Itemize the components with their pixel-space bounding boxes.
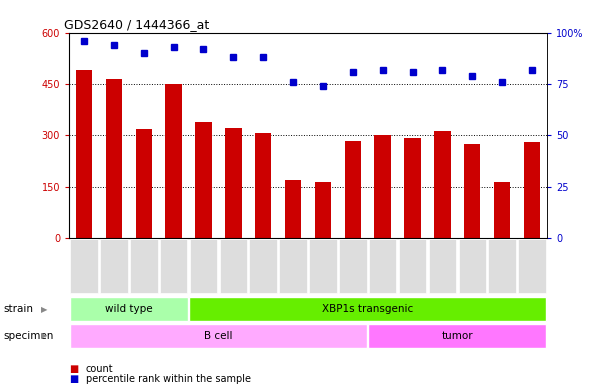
Bar [464, 144, 480, 238]
FancyBboxPatch shape [368, 324, 546, 348]
FancyBboxPatch shape [459, 239, 486, 293]
FancyBboxPatch shape [130, 239, 157, 293]
FancyBboxPatch shape [190, 239, 217, 293]
Bar [285, 180, 301, 238]
Text: ■: ■ [69, 374, 78, 384]
Bar [494, 182, 510, 238]
Text: wild type: wild type [105, 304, 153, 314]
FancyBboxPatch shape [70, 324, 367, 348]
Bar [404, 138, 421, 238]
Text: ■: ■ [69, 364, 78, 374]
Bar [165, 84, 182, 238]
Text: XBP1s transgenic: XBP1s transgenic [322, 304, 413, 314]
FancyBboxPatch shape [518, 239, 546, 293]
FancyBboxPatch shape [219, 239, 247, 293]
FancyBboxPatch shape [249, 239, 277, 293]
FancyBboxPatch shape [429, 239, 456, 293]
Text: ▶: ▶ [41, 305, 47, 314]
FancyBboxPatch shape [70, 297, 188, 321]
Bar [106, 79, 122, 238]
Text: ▶: ▶ [41, 331, 47, 341]
FancyBboxPatch shape [309, 239, 337, 293]
Bar [195, 122, 212, 238]
Bar [225, 128, 242, 238]
Bar [76, 70, 93, 238]
FancyBboxPatch shape [189, 297, 546, 321]
FancyBboxPatch shape [399, 239, 426, 293]
Text: count: count [86, 364, 114, 374]
FancyBboxPatch shape [100, 239, 127, 293]
Bar [136, 129, 152, 238]
FancyBboxPatch shape [369, 239, 397, 293]
Text: tumor: tumor [442, 331, 473, 341]
FancyBboxPatch shape [70, 239, 98, 293]
Text: GDS2640 / 1444366_at: GDS2640 / 1444366_at [64, 18, 210, 31]
Bar [315, 182, 331, 238]
FancyBboxPatch shape [339, 239, 367, 293]
Text: specimen: specimen [3, 331, 53, 341]
FancyBboxPatch shape [489, 239, 516, 293]
Bar [434, 131, 451, 238]
FancyBboxPatch shape [279, 239, 307, 293]
Text: percentile rank within the sample: percentile rank within the sample [86, 374, 251, 384]
Text: strain: strain [3, 304, 33, 314]
Bar [374, 135, 391, 238]
Bar [344, 141, 361, 238]
Bar [523, 142, 540, 238]
FancyBboxPatch shape [160, 239, 188, 293]
Text: B cell: B cell [204, 331, 233, 341]
Bar [255, 132, 272, 238]
